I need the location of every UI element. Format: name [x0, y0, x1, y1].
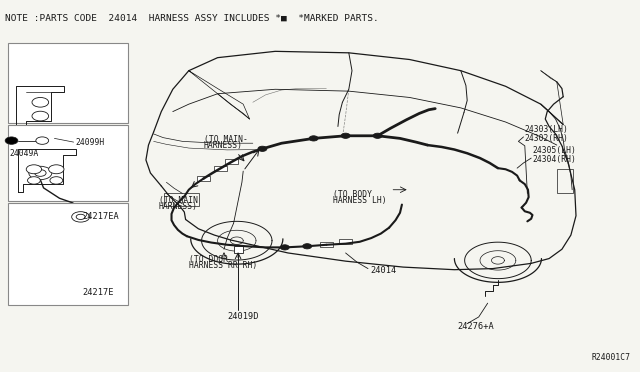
Bar	[339, 239, 352, 244]
Circle shape	[303, 244, 312, 249]
Text: 24304(RH): 24304(RH)	[532, 155, 577, 164]
Text: 24303(LH): 24303(LH)	[525, 125, 569, 134]
Circle shape	[49, 165, 64, 174]
Text: 24302(RH): 24302(RH)	[525, 134, 569, 143]
Bar	[234, 246, 243, 253]
Text: HARNESS): HARNESS)	[204, 141, 243, 150]
Bar	[214, 166, 227, 171]
Bar	[557, 169, 573, 193]
Text: NOTE :PARTS CODE  24014  HARNESS ASSY INCLUDES *■  *MARKED PARTS.: NOTE :PARTS CODE 24014 HARNESS ASSY INCL…	[5, 14, 379, 23]
Circle shape	[76, 214, 85, 219]
Text: HARNESS): HARNESS)	[159, 202, 198, 211]
Circle shape	[309, 136, 318, 141]
Circle shape	[35, 170, 46, 176]
Bar	[164, 193, 199, 206]
Circle shape	[36, 137, 49, 144]
Circle shape	[5, 137, 18, 144]
Text: (TO BODY: (TO BODY	[333, 190, 372, 199]
Circle shape	[32, 111, 49, 121]
Circle shape	[341, 133, 350, 138]
Circle shape	[50, 177, 63, 184]
Text: 24099H: 24099H	[76, 138, 105, 147]
Bar	[320, 242, 333, 247]
Circle shape	[29, 166, 52, 180]
Text: (TO MAIN: (TO MAIN	[159, 196, 198, 205]
Text: (TO MAIN-: (TO MAIN-	[204, 135, 248, 144]
Bar	[8, 43, 128, 123]
Bar	[225, 159, 238, 164]
Circle shape	[26, 165, 42, 174]
Bar	[8, 125, 128, 201]
Circle shape	[373, 133, 382, 138]
Circle shape	[72, 212, 90, 222]
Text: 24014: 24014	[370, 266, 396, 275]
Text: R24001C7: R24001C7	[591, 353, 630, 362]
Text: 24217EA: 24217EA	[82, 212, 118, 221]
Bar	[197, 176, 210, 181]
Text: HARNESS RR RH): HARNESS RR RH)	[189, 262, 258, 270]
Circle shape	[258, 146, 267, 151]
Circle shape	[28, 177, 40, 184]
Text: 24276+A: 24276+A	[458, 322, 494, 331]
Circle shape	[280, 245, 289, 250]
Text: 24049A: 24049A	[10, 149, 39, 158]
Text: (TO DOOR: (TO DOOR	[189, 255, 228, 264]
Text: 24019D: 24019D	[227, 312, 259, 321]
Circle shape	[32, 97, 49, 107]
Text: HARNESS LH): HARNESS LH)	[333, 196, 387, 205]
Text: 24305(LH): 24305(LH)	[532, 146, 577, 155]
Text: 24217E: 24217E	[82, 288, 113, 296]
Bar	[8, 203, 128, 305]
